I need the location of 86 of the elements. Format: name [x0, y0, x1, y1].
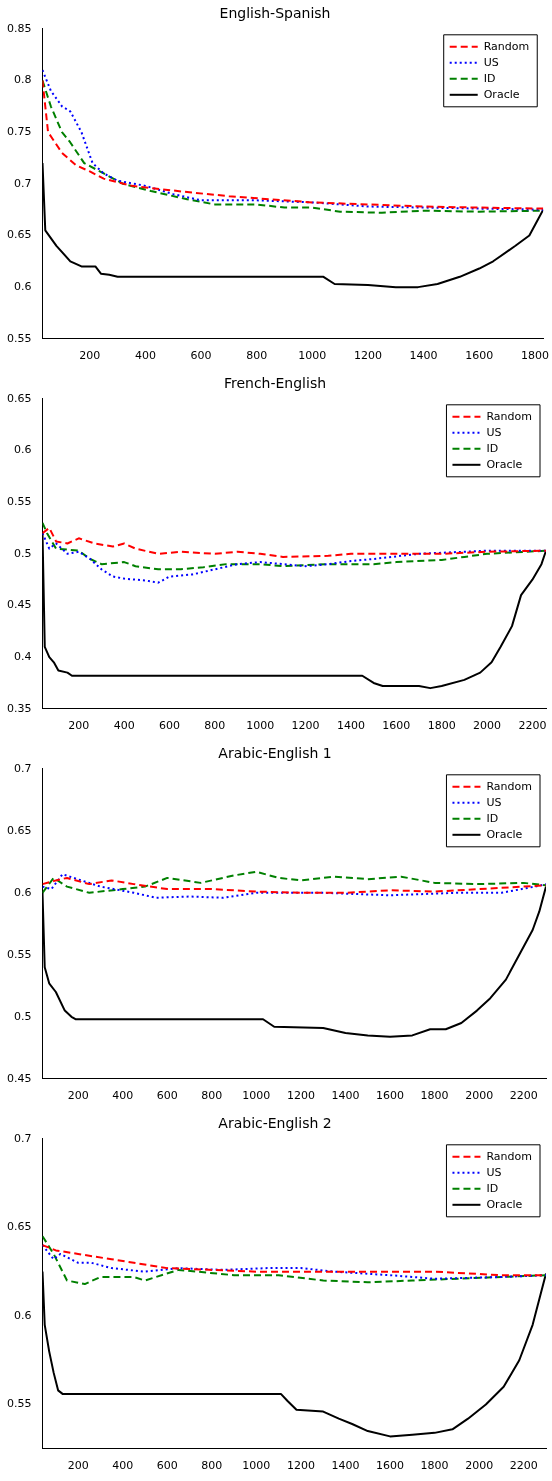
x-tick-label: 800	[246, 349, 268, 363]
legend-label: Random	[486, 409, 533, 423]
x-tick-label: 800	[204, 719, 226, 733]
y-tick-label: 0.75	[6, 124, 32, 138]
legend-label: ID	[486, 1181, 499, 1195]
x-tick-label: 1600	[465, 349, 494, 363]
x-tick-label: 1000	[246, 719, 275, 733]
x-tick-label: 2200	[518, 719, 547, 733]
y-tick-label: 0.8	[13, 73, 32, 87]
y-tick-label: 0.7	[13, 761, 32, 775]
legend-label: ID	[483, 71, 496, 85]
chart-title: English-Spanish	[219, 5, 331, 22]
x-tick-label: 600	[156, 1459, 178, 1473]
legend-label: Oracle	[486, 1197, 523, 1211]
x-tick-label: 1200	[286, 1089, 315, 1103]
y-tick-label: 0.6	[13, 1308, 32, 1322]
x-tick-label: 200	[67, 1089, 89, 1103]
y-tick-label: 0.45	[6, 598, 32, 612]
x-tick-label: 200	[67, 1459, 89, 1473]
legend-label: ID	[486, 441, 499, 455]
x-tick-label: 400	[112, 1089, 134, 1103]
y-tick-label: 0.7	[13, 1131, 32, 1145]
x-tick-label: 600	[156, 1089, 178, 1103]
legend-label: US	[486, 425, 502, 439]
legend-label: Oracle	[486, 457, 523, 471]
y-tick-label: 0.5	[13, 1009, 32, 1023]
x-tick-label: 800	[201, 1459, 223, 1473]
y-tick-label: 0.5	[13, 546, 32, 560]
x-tick-label: 1800	[520, 349, 549, 363]
x-tick-label: 1000	[242, 1459, 271, 1473]
y-tick-label: 0.85	[6, 21, 32, 35]
y-tick-label: 0.65	[6, 1220, 32, 1234]
x-tick-label: 1800	[427, 719, 456, 733]
y-tick-label: 0.6	[13, 885, 32, 899]
legend-label: US	[486, 795, 502, 809]
x-tick-label: 2000	[465, 1459, 494, 1473]
x-tick-label: 1400	[331, 1089, 360, 1103]
x-tick-label: 1200	[286, 1459, 315, 1473]
chart-title: Arabic-English 2	[218, 1115, 332, 1132]
y-tick-label: 0.65	[6, 228, 32, 242]
x-tick-label: 1000	[242, 1089, 271, 1103]
y-tick-label: 0.4	[13, 649, 32, 663]
y-tick-label: 0.45	[6, 1071, 32, 1085]
x-tick-label: 2000	[473, 719, 502, 733]
x-tick-label: 200	[68, 719, 90, 733]
y-tick-label: 0.6	[13, 279, 32, 293]
x-tick-label: 1400	[336, 719, 365, 733]
x-tick-label: 1000	[298, 349, 327, 363]
y-tick-label: 0.55	[6, 1397, 32, 1411]
legend-label: Random	[486, 1149, 533, 1163]
y-tick-label: 0.55	[6, 947, 32, 961]
x-tick-label: 600	[159, 719, 180, 733]
x-tick-label: 1200	[353, 349, 382, 363]
x-tick-label: 400	[112, 1459, 134, 1473]
x-tick-label: 600	[190, 349, 212, 363]
x-tick-label: 1400	[331, 1459, 360, 1473]
x-tick-label: 400	[134, 349, 156, 363]
x-tick-label: 2200	[509, 1459, 538, 1473]
x-tick-label: 1800	[420, 1089, 449, 1103]
x-tick-label: 1200	[291, 719, 320, 733]
x-tick-label: 1600	[382, 719, 411, 733]
legend-label: US	[483, 55, 499, 69]
x-tick-label: 1600	[376, 1459, 405, 1473]
legend-label: ID	[486, 811, 499, 825]
y-tick-label: 0.35	[6, 701, 32, 715]
x-tick-label: 2000	[465, 1089, 494, 1103]
y-tick-label: 0.7	[13, 176, 32, 190]
x-tick-label: 1600	[376, 1089, 405, 1103]
y-tick-label: 0.65	[6, 391, 32, 405]
x-tick-label: 2200	[509, 1089, 538, 1103]
y-tick-label: 0.6	[13, 443, 32, 457]
legend-label: Oracle	[486, 827, 523, 841]
legend-label: US	[486, 1165, 502, 1179]
y-tick-label: 0.65	[6, 823, 32, 837]
chart-title: Arabic-English 1	[218, 745, 332, 762]
x-tick-label: 800	[201, 1089, 223, 1103]
legend-label: Oracle	[483, 87, 520, 101]
chart-title: French-English	[223, 375, 327, 392]
legend-label: Random	[486, 779, 533, 793]
y-tick-label: 0.55	[6, 494, 32, 508]
legend-label: Random	[483, 39, 530, 53]
x-tick-label: 400	[113, 719, 135, 733]
x-tick-label: 200	[79, 349, 101, 363]
x-tick-label: 1400	[409, 349, 438, 363]
x-tick-label: 1800	[420, 1459, 449, 1473]
y-tick-label: 0.55	[6, 331, 32, 345]
